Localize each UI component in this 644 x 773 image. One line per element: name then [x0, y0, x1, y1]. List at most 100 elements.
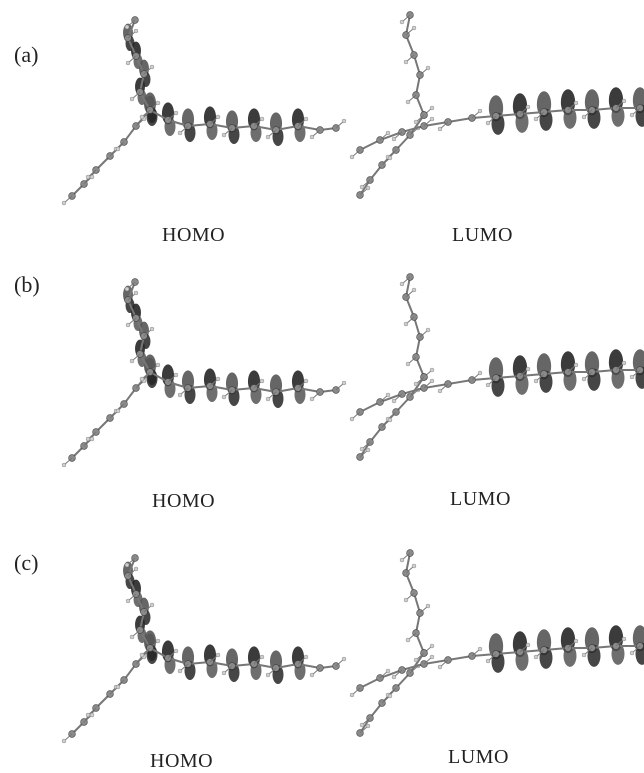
hydrogen-atom	[156, 639, 160, 643]
hydrogen-atom	[150, 65, 154, 69]
homo-caption: HOMO	[162, 224, 225, 247]
hydrogen-atom	[622, 99, 626, 103]
homo-molecule-diagram	[40, 262, 340, 492]
hydrogen-atom	[622, 361, 626, 365]
hydrogen-atom	[366, 186, 370, 190]
hydrogen-atom	[360, 723, 364, 727]
hydrogen-atom	[430, 368, 434, 372]
hydrogen-atom	[534, 117, 538, 121]
hydrogen-atom	[260, 117, 264, 121]
hydrogen-atom	[438, 127, 442, 131]
hydrogen-atom	[360, 447, 364, 451]
hydrogen-atom	[125, 287, 129, 291]
hydrogen-atom	[174, 373, 178, 377]
hydrogen-atom	[630, 113, 634, 117]
hydrogen-atom	[478, 109, 482, 113]
hydrogen-atom	[430, 379, 434, 383]
hydrogen-atom	[178, 131, 182, 135]
hydrogen-atom	[222, 671, 226, 675]
hydrogen-atom	[62, 201, 66, 205]
hydrogen-atom	[216, 653, 220, 657]
hydrogen-atom	[388, 156, 392, 160]
hydrogen-atom	[630, 375, 634, 379]
hydrogen-atom	[134, 29, 138, 33]
hydrogen-atom	[260, 379, 264, 383]
hydrogen-atom	[400, 282, 404, 286]
hydrogen-atom	[526, 105, 530, 109]
hydrogen-atom	[350, 155, 354, 159]
hydrogen-atom	[174, 649, 178, 653]
hydrogen-atom	[150, 603, 154, 607]
hydrogen-atom	[406, 362, 410, 366]
hydrogen-atom	[430, 644, 434, 648]
hydrogen-atom	[412, 288, 416, 292]
hydrogen-atom	[406, 100, 410, 104]
hydrogen-atom	[438, 665, 442, 669]
panel-label: (c)	[14, 550, 38, 576]
hydrogen-atom	[366, 724, 370, 728]
hydrogen-atom	[222, 133, 226, 137]
hydrogen-atom	[156, 363, 160, 367]
hydrogen-atom	[486, 121, 490, 125]
hydrogen-atom	[134, 567, 138, 571]
hydrogen-atom	[404, 322, 408, 326]
hydrogen-atom	[412, 564, 416, 568]
hydrogen-atom	[216, 115, 220, 119]
hydrogen-atom	[310, 135, 314, 139]
hydrogen-atom	[574, 101, 578, 105]
hydrogen-atom	[222, 395, 226, 399]
hydrogen-atom	[360, 185, 364, 189]
hydrogen-atom	[430, 106, 434, 110]
hydrogen-atom	[62, 739, 66, 743]
hydrogen-atom	[90, 713, 94, 717]
hydrogen-atom	[130, 97, 134, 101]
hydrogen-atom	[386, 131, 390, 135]
hydrogen-atom	[266, 135, 270, 139]
hydrogen-atom	[478, 647, 482, 651]
hydrogen-atom	[582, 653, 586, 657]
hydrogen-atom	[350, 417, 354, 421]
hydrogen-atom	[304, 117, 308, 121]
hydrogen-atom	[150, 327, 154, 331]
hydrogen-atom	[404, 60, 408, 64]
hydrogen-atom	[414, 658, 418, 662]
hydrogen-atom	[178, 393, 182, 397]
hydrogen-atom	[534, 655, 538, 659]
panel-label: (a)	[14, 42, 38, 68]
hydrogen-atom	[526, 643, 530, 647]
hydrogen-atom	[130, 635, 134, 639]
hydrogen-atom	[392, 137, 396, 141]
hydrogen-atom	[174, 111, 178, 115]
hydrogen-atom	[116, 409, 120, 413]
hydrogen-atom	[90, 437, 94, 441]
hydrogen-atom	[526, 367, 530, 371]
panel-c: (c) HOMO LUMO	[0, 538, 644, 772]
hydrogen-atom	[350, 693, 354, 697]
hydrogen-atom	[400, 558, 404, 562]
lumo-caption: LUMO	[450, 488, 511, 511]
hydrogen-atom	[400, 20, 404, 24]
hydrogen-atom	[304, 379, 308, 383]
homo-molecule-diagram	[40, 538, 340, 748]
hydrogen-atom	[140, 115, 144, 119]
hydrogen-atom	[266, 673, 270, 677]
lumo-caption: LUMO	[452, 224, 513, 247]
hydrogen-atom	[156, 101, 160, 105]
hydrogen-atom	[178, 669, 182, 673]
hydrogen-atom	[414, 382, 418, 386]
hydrogen-atom	[486, 659, 490, 663]
hydrogen-atom	[310, 673, 314, 677]
hydrogen-atom	[310, 397, 314, 401]
hydrogen-atom	[630, 651, 634, 655]
hydrogen-atom	[534, 379, 538, 383]
hydrogen-atom	[140, 653, 144, 657]
hydrogen-atom	[366, 448, 370, 452]
hydrogen-atom	[86, 713, 90, 717]
hydrogen-atom	[478, 371, 482, 375]
hydrogen-atom	[404, 598, 408, 602]
lumo-molecule-diagram	[340, 0, 644, 230]
hydrogen-atom	[406, 638, 410, 642]
hydrogen-atom	[426, 604, 430, 608]
hydrogen-atom	[388, 418, 392, 422]
hydrogen-atom	[388, 694, 392, 698]
